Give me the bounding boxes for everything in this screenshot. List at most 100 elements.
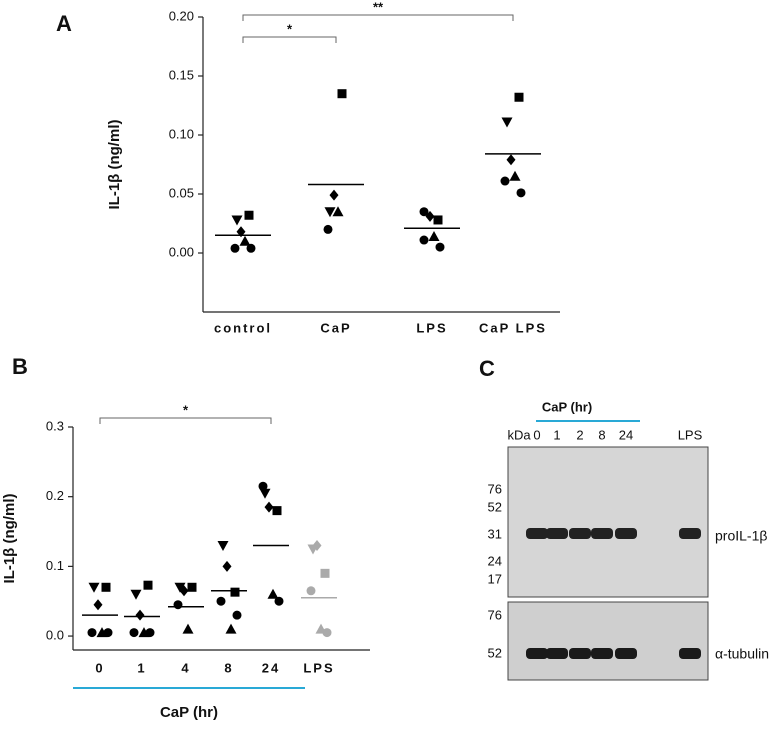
point bbox=[312, 539, 322, 551]
y-axis-label: IL-1β (ng/ml) bbox=[1, 494, 18, 584]
mw-marker: 52 bbox=[488, 499, 502, 514]
band bbox=[569, 648, 591, 659]
point bbox=[239, 235, 251, 246]
mw-marker: 17 bbox=[488, 571, 502, 586]
point bbox=[187, 582, 197, 592]
point bbox=[509, 170, 521, 181]
point bbox=[272, 506, 282, 516]
lane-label: 2 bbox=[576, 427, 583, 442]
point bbox=[129, 628, 139, 638]
point bbox=[246, 243, 256, 253]
point bbox=[428, 230, 440, 241]
y-tick-label: 0.15 bbox=[169, 67, 194, 82]
point bbox=[435, 242, 445, 252]
point bbox=[332, 206, 344, 217]
point bbox=[323, 224, 333, 234]
point bbox=[258, 481, 268, 491]
point bbox=[320, 568, 330, 578]
point bbox=[274, 596, 284, 606]
point bbox=[264, 501, 274, 513]
point bbox=[88, 582, 100, 593]
x-tick-label: CaP bbox=[320, 320, 351, 335]
point bbox=[173, 600, 183, 610]
band bbox=[615, 648, 637, 659]
point bbox=[500, 176, 510, 186]
blot-membrane bbox=[507, 601, 709, 681]
point bbox=[138, 627, 150, 638]
x-tick-label: LPS bbox=[303, 660, 334, 675]
point bbox=[244, 210, 254, 220]
blot-membrane bbox=[507, 446, 709, 598]
band bbox=[591, 528, 613, 539]
point bbox=[143, 580, 153, 590]
x-tick-label: LPS bbox=[416, 320, 447, 335]
band bbox=[526, 528, 548, 539]
y-tick-label: 0.20 bbox=[169, 8, 194, 23]
point bbox=[322, 628, 332, 638]
lane-label: 24 bbox=[619, 427, 633, 442]
point bbox=[232, 610, 242, 620]
point bbox=[93, 599, 103, 611]
mw-marker: 31 bbox=[488, 526, 502, 541]
point bbox=[182, 623, 194, 634]
band bbox=[679, 648, 701, 659]
band bbox=[569, 528, 591, 539]
point bbox=[419, 207, 429, 217]
band-label: proIL-1β bbox=[715, 528, 767, 544]
mw-marker: 76 bbox=[488, 481, 502, 496]
significance-label: ** bbox=[373, 0, 384, 14]
point bbox=[222, 560, 232, 572]
mw-marker: 52 bbox=[488, 645, 502, 660]
point bbox=[324, 207, 336, 218]
band bbox=[546, 648, 568, 659]
point bbox=[231, 215, 243, 226]
point bbox=[501, 117, 513, 128]
x-tick-label: 1 bbox=[137, 660, 146, 675]
significance-bracket bbox=[99, 417, 272, 424]
kda-label: kDa bbox=[507, 427, 531, 442]
x-tick-label: 8 bbox=[224, 660, 233, 675]
significance-label: * bbox=[287, 21, 293, 36]
point bbox=[506, 154, 516, 166]
significance-bracket bbox=[242, 14, 514, 21]
point bbox=[514, 92, 524, 102]
y-tick-label: 0.1 bbox=[46, 558, 64, 573]
x-tick-label: 0 bbox=[95, 660, 104, 675]
point bbox=[101, 582, 111, 592]
lane-label: 8 bbox=[598, 427, 605, 442]
point bbox=[96, 627, 108, 638]
y-tick-label: 0.0 bbox=[46, 628, 64, 643]
y-tick-label: 0.05 bbox=[169, 185, 194, 200]
mw-marker: 76 bbox=[488, 607, 502, 622]
point bbox=[135, 609, 145, 621]
point bbox=[315, 623, 327, 634]
band-label: α-tubulin bbox=[715, 646, 769, 662]
treatment-label: CaP (hr) bbox=[542, 399, 592, 414]
point bbox=[217, 540, 229, 551]
band bbox=[615, 528, 637, 539]
point bbox=[236, 226, 246, 238]
mw-marker: 24 bbox=[488, 553, 502, 568]
lane-label: 1 bbox=[553, 427, 560, 442]
band bbox=[679, 528, 701, 539]
band bbox=[591, 648, 613, 659]
band bbox=[546, 528, 568, 539]
point bbox=[230, 243, 240, 253]
point bbox=[130, 589, 142, 600]
y-axis-label: IL-1β (ng/ml) bbox=[106, 120, 123, 210]
lane-label: 0 bbox=[533, 427, 540, 442]
panel-label: B bbox=[12, 354, 28, 379]
x-tick-label: control bbox=[214, 320, 272, 335]
x-axis-label: CaP (hr) bbox=[160, 704, 218, 721]
significance-bracket bbox=[242, 36, 337, 43]
point bbox=[87, 628, 97, 638]
y-tick-label: 0.10 bbox=[169, 126, 194, 141]
point bbox=[179, 585, 189, 597]
point bbox=[433, 215, 443, 225]
point bbox=[329, 189, 339, 201]
point bbox=[230, 587, 240, 597]
panel-label: A bbox=[56, 11, 72, 36]
point bbox=[306, 586, 316, 596]
point bbox=[267, 588, 279, 599]
